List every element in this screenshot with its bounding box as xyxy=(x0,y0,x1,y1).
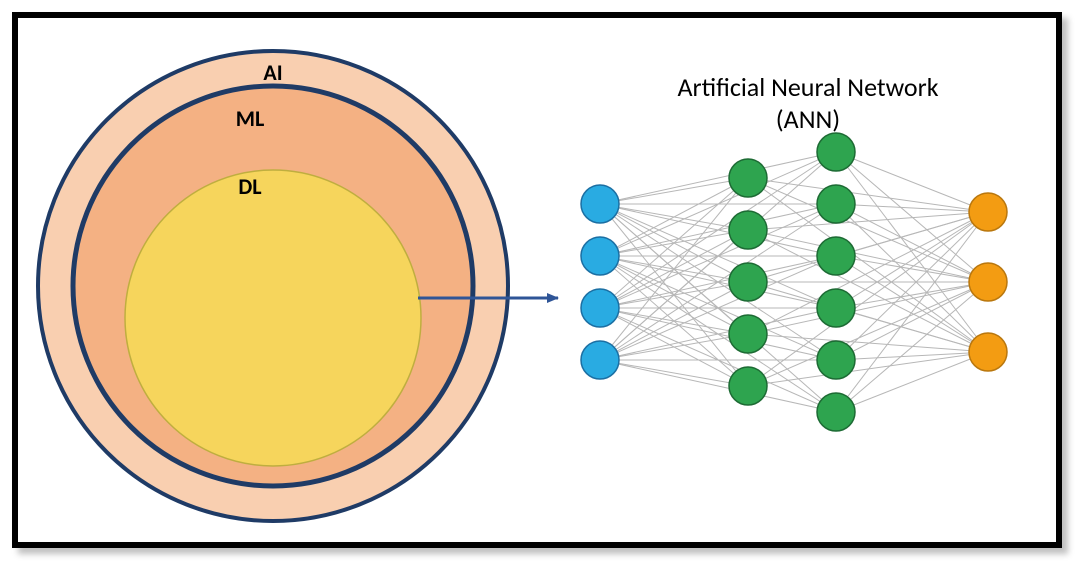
ann-edge xyxy=(600,152,836,308)
ann-node-hidden2-5 xyxy=(817,393,855,431)
ann-edge xyxy=(600,178,748,256)
ann-edges xyxy=(600,152,988,412)
ann-node-hidden1-1 xyxy=(729,211,767,249)
ann-edge xyxy=(600,360,836,412)
ann-node-input-0 xyxy=(581,185,619,223)
ann-title-line2: (ANN) xyxy=(776,103,840,135)
ann-node-hidden1-0 xyxy=(729,159,767,197)
ann-node-output-2 xyxy=(969,333,1007,371)
ann-node-hidden2-2 xyxy=(817,237,855,275)
ann-title: Artificial Neural Network(ANN) xyxy=(677,71,938,135)
ann-edge xyxy=(748,212,988,230)
ann-node-hidden2-3 xyxy=(817,289,855,327)
ann-edge xyxy=(600,152,836,204)
ann-edge xyxy=(748,178,988,212)
ann-edge xyxy=(836,352,988,360)
ann-edge xyxy=(836,204,988,212)
ann-node-output-1 xyxy=(969,263,1007,301)
venn-diagram: AI ML DL xyxy=(38,51,508,521)
ann-node-output-0 xyxy=(969,193,1007,231)
venn-label-ai: AI xyxy=(263,59,282,86)
ann-edge xyxy=(748,334,988,352)
ann-node-hidden2-1 xyxy=(817,185,855,223)
ann-edge xyxy=(600,334,748,360)
ann-node-input-2 xyxy=(581,289,619,327)
ann-title-line1: Artificial Neural Network xyxy=(677,71,938,103)
ann-node-input-1 xyxy=(581,237,619,275)
ann-edge xyxy=(836,152,988,282)
venn-label-dl: DL xyxy=(238,173,261,200)
ann-edge xyxy=(836,282,988,412)
ann-node-hidden2-0 xyxy=(817,133,855,171)
ann-edge xyxy=(748,352,988,386)
ann-node-hidden1-4 xyxy=(729,367,767,405)
ann-node-hidden2-4 xyxy=(817,341,855,379)
ann-node-hidden1-2 xyxy=(729,263,767,301)
diagram-svg: AI ML DL Artificial Neural Network(ANN) xyxy=(18,18,1056,542)
venn-label-ml: ML xyxy=(236,105,265,132)
diagram-frame: AI ML DL Artificial Neural Network(ANN) xyxy=(12,12,1062,548)
venn-ring-dl xyxy=(125,170,421,466)
ann-node-input-3 xyxy=(581,341,619,379)
ann-node-hidden1-3 xyxy=(729,315,767,353)
